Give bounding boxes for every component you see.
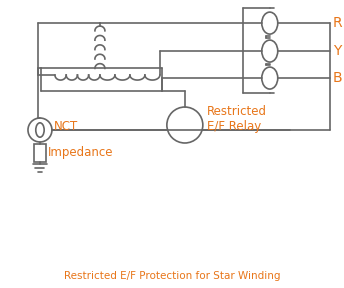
Text: Restricted
E/F Relay: Restricted E/F Relay — [207, 105, 267, 133]
Text: NCT: NCT — [54, 120, 78, 132]
Bar — [34, 144, 46, 162]
Text: Y: Y — [333, 44, 341, 58]
Text: Restricted E/F Protection for Star Winding: Restricted E/F Protection for Star Windi… — [64, 271, 280, 281]
Text: Impedance: Impedance — [48, 147, 114, 160]
Text: R: R — [333, 16, 342, 30]
Text: B: B — [333, 71, 342, 85]
